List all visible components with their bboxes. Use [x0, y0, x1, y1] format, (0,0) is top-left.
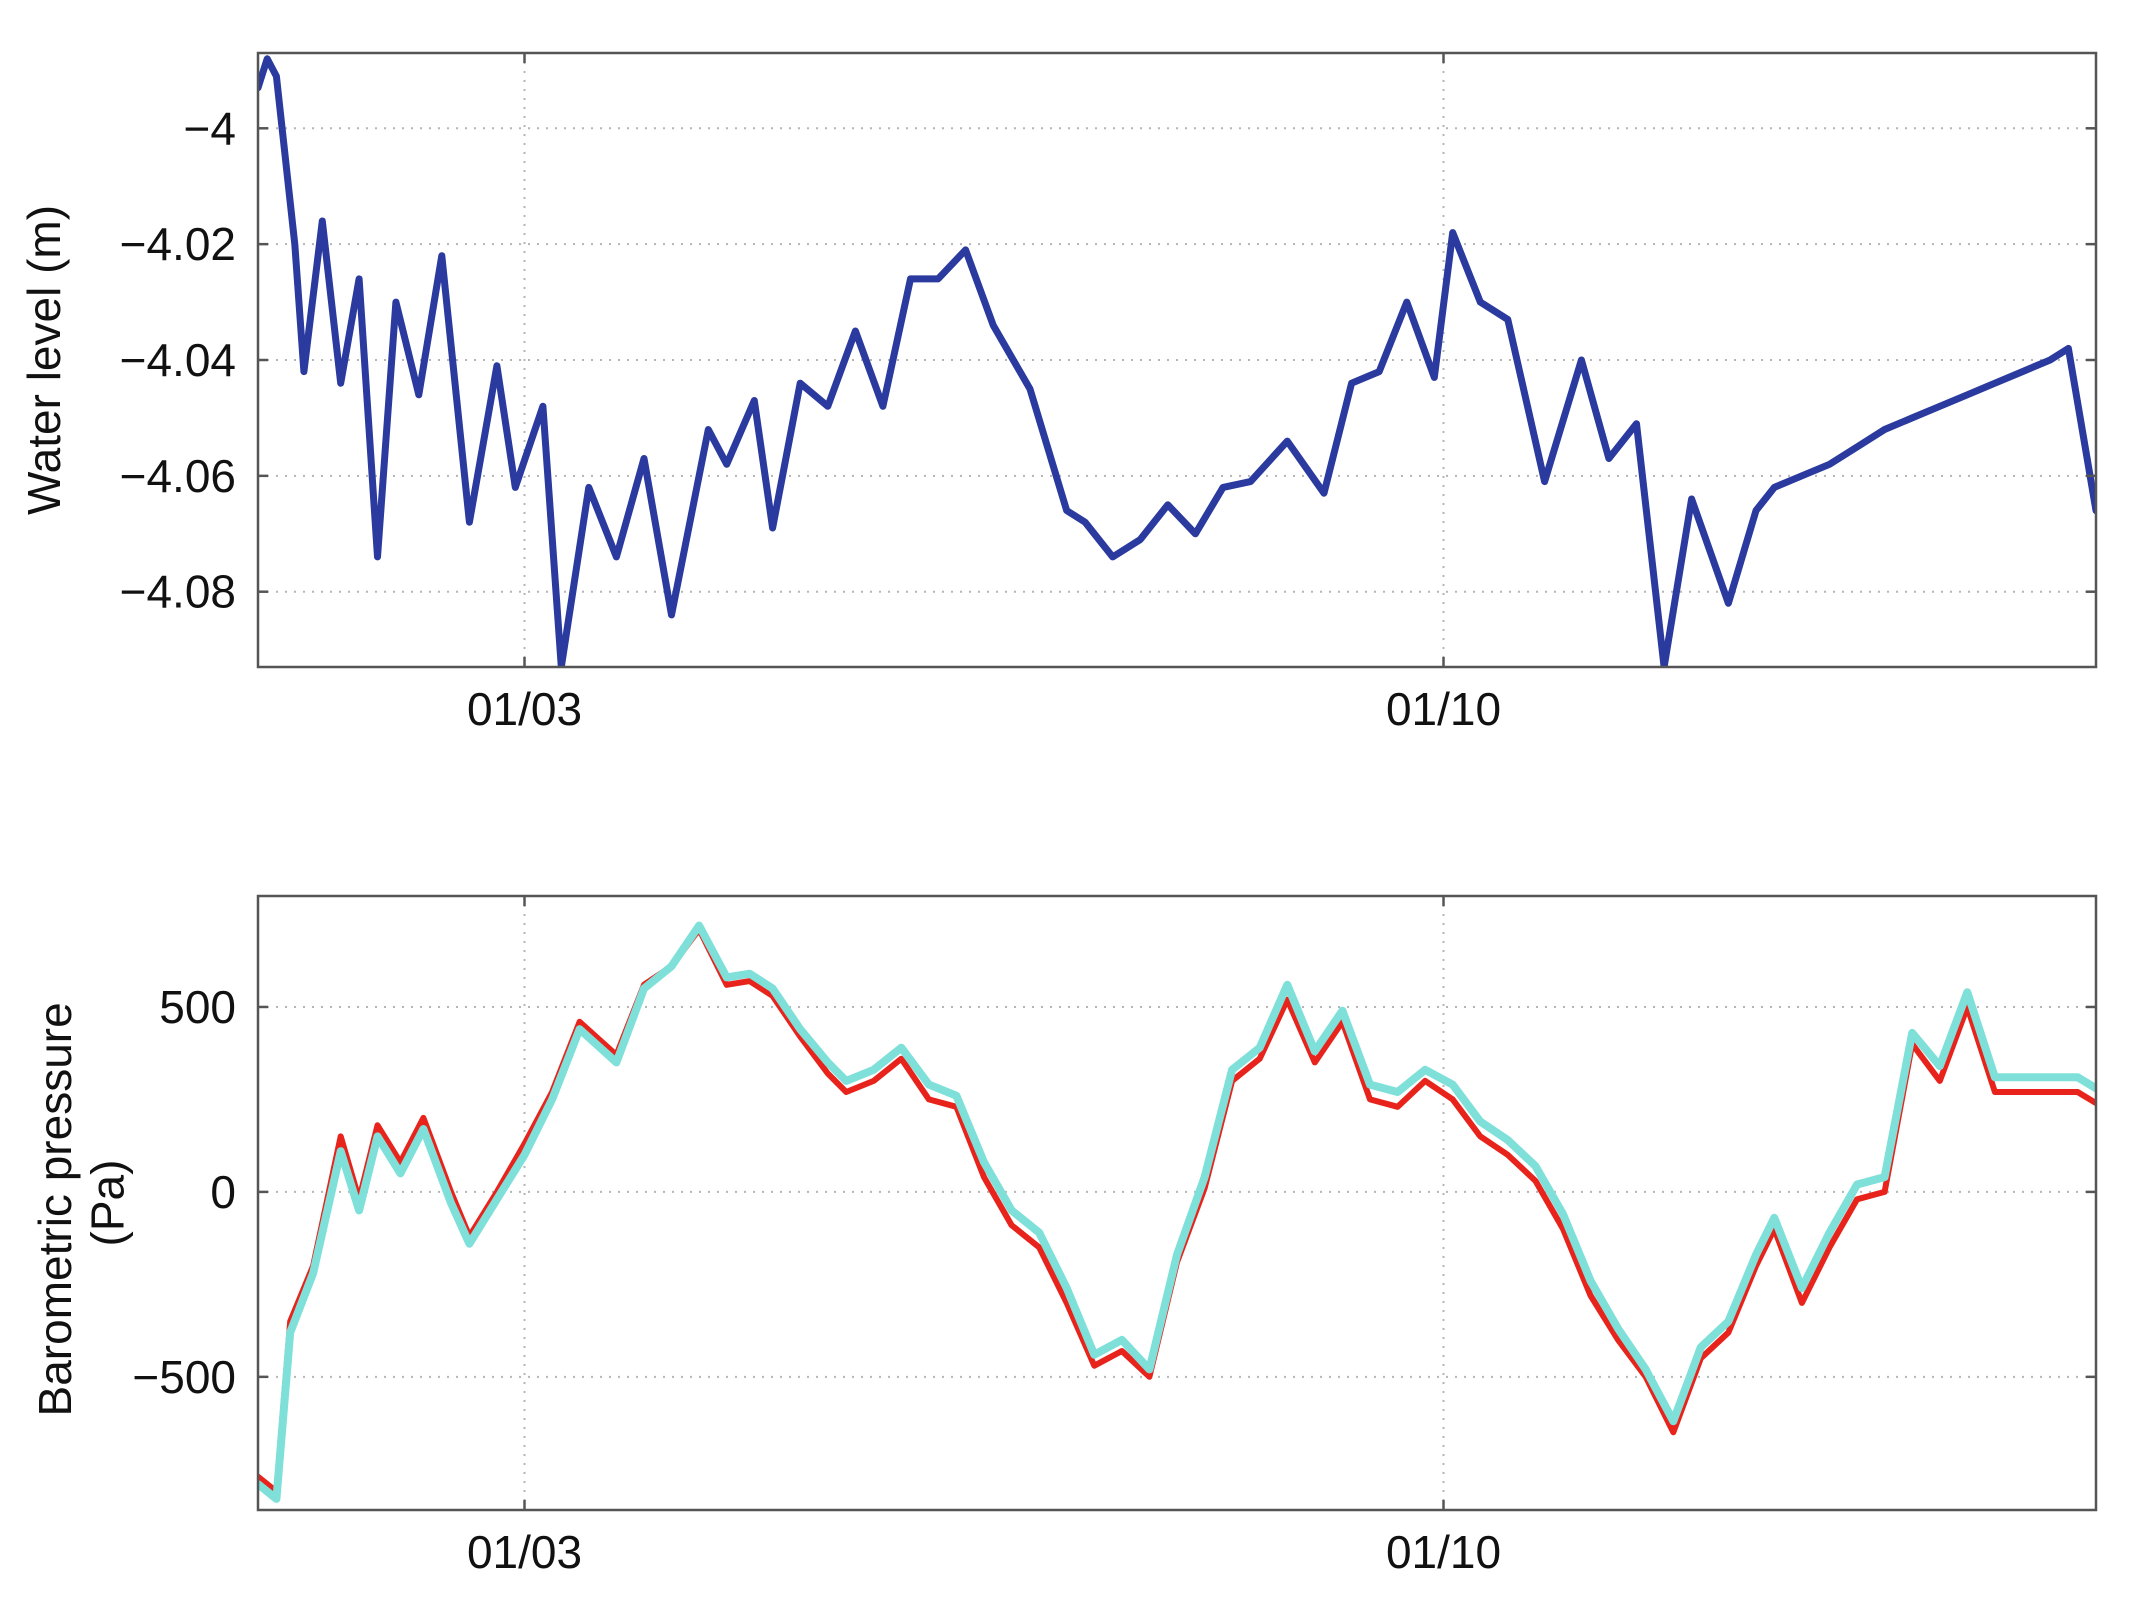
- pressure-gridlines: [258, 896, 2096, 1510]
- water-level-x-tick-label-1: 01/10: [1386, 683, 1501, 735]
- pressure-x-tick-label-0: 01/03: [467, 1526, 582, 1578]
- pressure-x-tick-label-1: 01/10: [1386, 1526, 1501, 1578]
- water-level-y-tick-label-3: −4.06: [120, 450, 236, 502]
- water-level-series-line-0: [258, 55, 2096, 667]
- water-level-y-tick-label-2: −4.04: [120, 334, 236, 386]
- water-level-y-tick-label-0: −4: [184, 102, 236, 154]
- water-level-y-tick-label-4: −4.08: [120, 566, 236, 618]
- water-level-y-axis-label: Water level (m): [18, 205, 70, 515]
- water-level-y-tick-label-1: −4.02: [120, 218, 236, 270]
- pressure-plot-frame: [256, 894, 2098, 1512]
- pressure-y-tick-label-1: 0: [210, 1166, 236, 1218]
- water-level-gridlines: [258, 53, 2096, 667]
- pressure-series-group: [258, 921, 2096, 1503]
- pressure-series-line-1: [258, 921, 2096, 1503]
- pressure-y-axis-label-line-2: (Pa): [82, 1160, 134, 1247]
- water-level-ticks: 01/03 01/10 −4 −4.02 −4.04 −4.06 −4.08: [120, 53, 2096, 735]
- pressure-y-tick-label-2: −500: [132, 1351, 236, 1403]
- pressure-y-tick-label-0: 500: [159, 981, 236, 1033]
- water-level-x-tick-label-0: 01/03: [467, 683, 582, 735]
- water-level-series-group: [258, 55, 2096, 667]
- pressure-y-axis-label-line-1: Barometric pressure: [29, 1002, 81, 1416]
- water-level-panel: 01/03 01/10 −4 −4.02 −4.04 −4.06 −4.08 Water l…: [18, 51, 2098, 735]
- barometric-pressure-panel: 01/03 01/10 500 0 −500 Barometric pressure (…: [29, 894, 2098, 1578]
- pressure-y-axis-label: Barometric pressure (Pa): [29, 990, 134, 1417]
- pressure-ticks: 01/03 01/10 500 0 −500: [132, 896, 2096, 1578]
